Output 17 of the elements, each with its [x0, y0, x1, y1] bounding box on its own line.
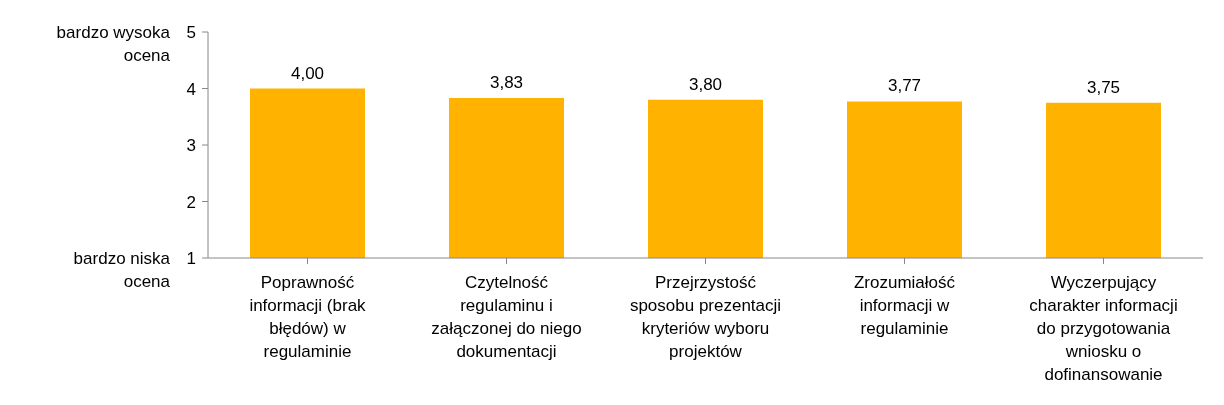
x-tick-label: Zrozumiałość informacji w regulaminie [853, 273, 956, 338]
y-tick-label: 3 [186, 136, 196, 155]
y-tick-label: 1 [186, 249, 196, 268]
data-label: 4,00 [290, 63, 325, 83]
data-label: 3,75 [1086, 77, 1121, 97]
text: bardzo niska ocena [73, 249, 171, 291]
y-tick-label: 2 [186, 192, 196, 212]
x-tick-label: Poprawność informacji (brak błędów) w regulaminie [249, 273, 367, 361]
text: bardzo wysoka ocena [56, 23, 171, 65]
y-tick-label: 4 [186, 79, 196, 99]
x-tick-label: Czytelność regulaminu i załączonej do niego dokumentacji [431, 273, 582, 361]
y-tick-label: 5 [186, 23, 196, 42]
x-tick-label: Przejrzystość sposobu prezentacji kryteriów wyboru projektów [629, 273, 782, 361]
data-label: 3,77 [887, 76, 922, 96]
data-label: 3,83 [489, 73, 524, 93]
x-tick-label: Wyczerpujący charakter informacji do przygotowania wniosku o dofinansowanie [1029, 273, 1178, 384]
data-label: 3,80 [688, 74, 723, 94]
